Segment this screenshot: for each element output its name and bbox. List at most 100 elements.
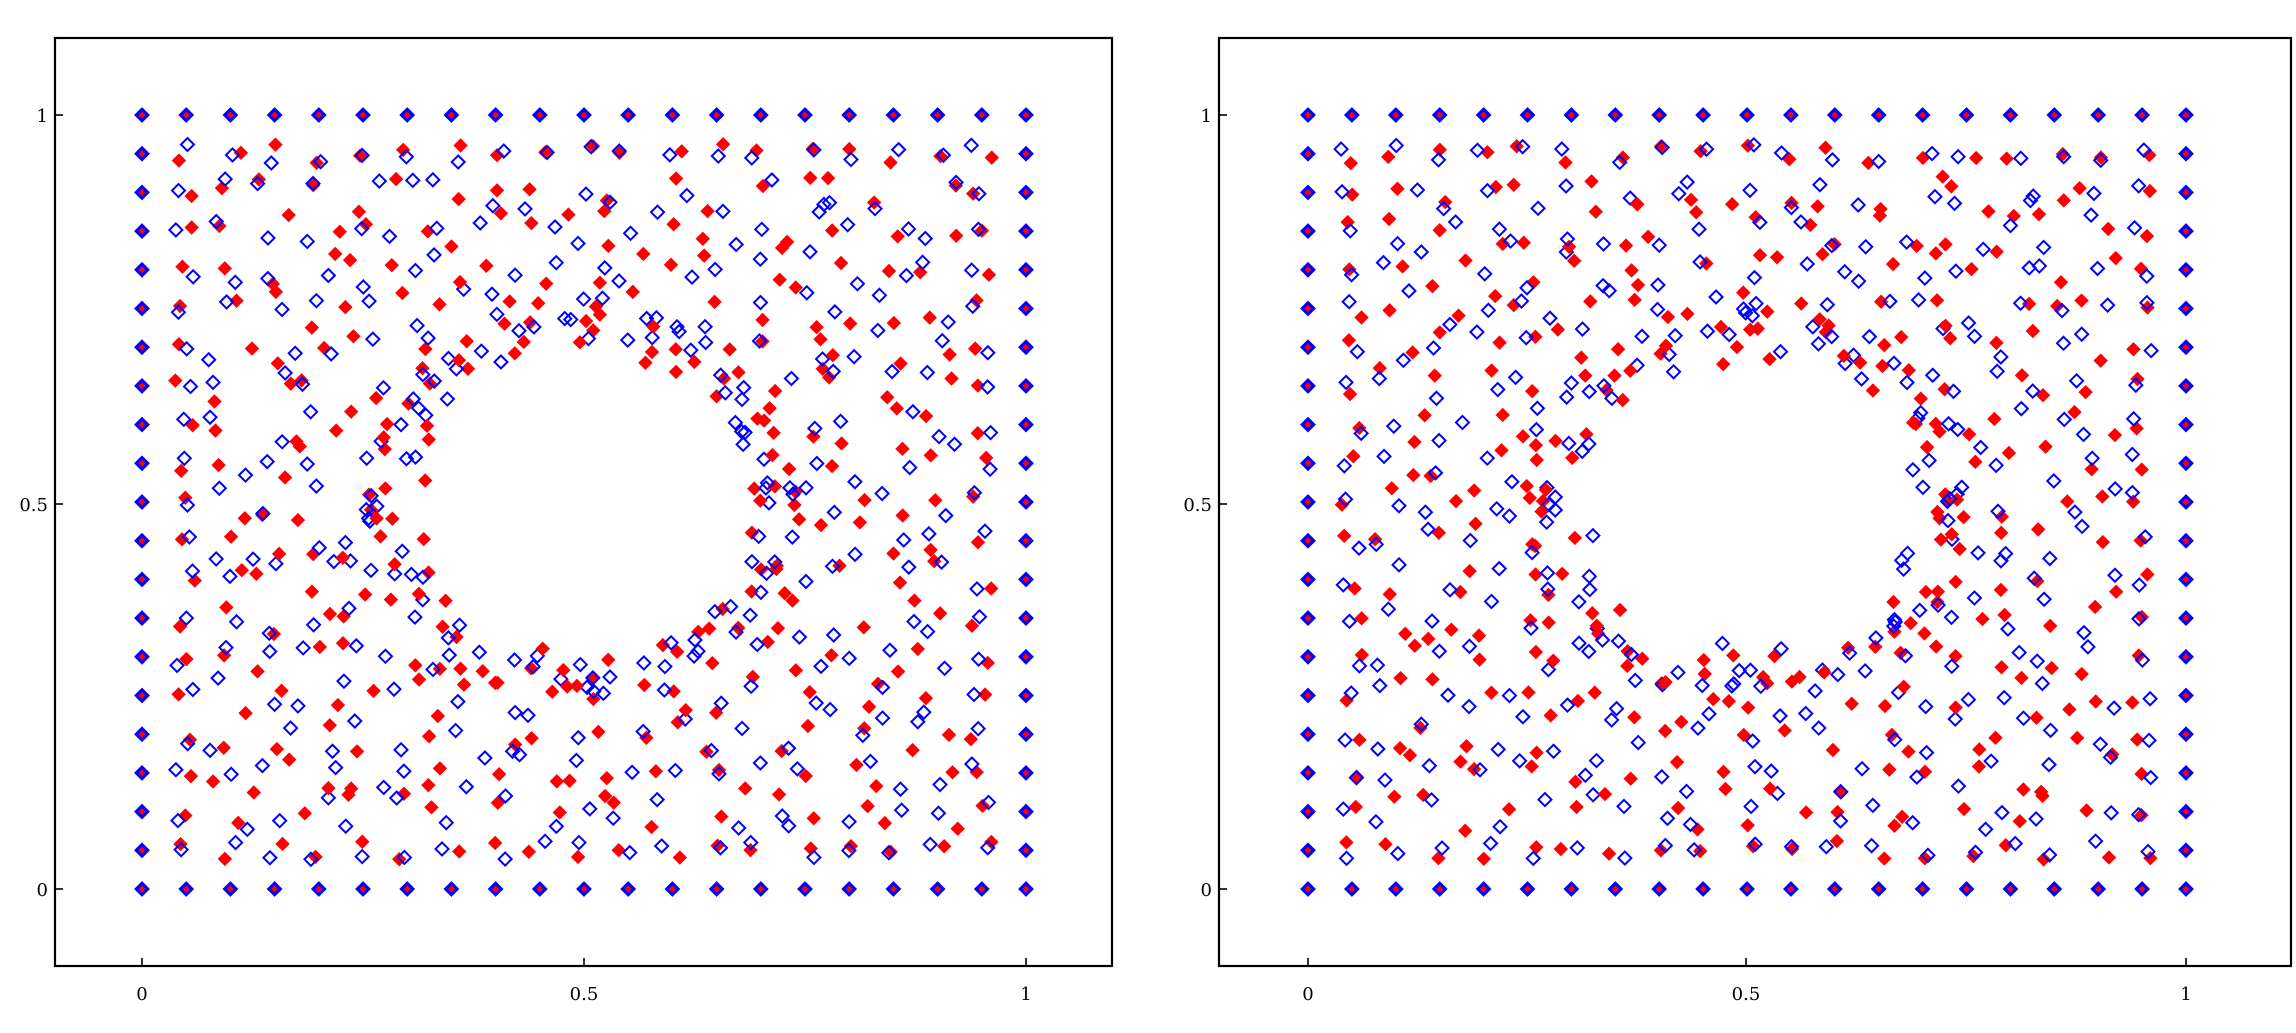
- right-filled-diamond-point: [1578, 368, 1593, 383]
- left-boundary-point-centre: [934, 111, 942, 119]
- left-filled-diamond-point: [184, 188, 199, 204]
- left-open-diamond-point: [458, 778, 475, 795]
- left-open-diamond-point: [261, 643, 278, 660]
- right-filled-diamond-point: [1903, 615, 1918, 631]
- right-boundary-point-centre: [1304, 575, 1312, 583]
- right-axis-labels: 0 0.5 1 0 0.5 1: [1183, 106, 2191, 1005]
- right-filled-diamond-point: [1865, 383, 1881, 398]
- left-boundary-point-centre: [1022, 692, 1030, 699]
- left-filled-diamond-point: [395, 285, 410, 301]
- right-filled-diamond-point: [1528, 438, 1544, 453]
- right-open-diamond-point: [1899, 374, 1915, 391]
- right-filled-diamond-point: [1971, 759, 1987, 774]
- right-filled-diamond-point: [1818, 140, 1833, 155]
- left-open-diamond-point: [734, 720, 750, 737]
- left-filled-diamond-point: [355, 834, 370, 849]
- right-filled-diamond-point: [1836, 348, 1852, 364]
- left-filled-diamond-point: [244, 341, 260, 356]
- left-open-diamond-point: [405, 391, 422, 407]
- right-filled-diamond-point: [1815, 246, 1830, 262]
- right-filled-diamond-point: [1568, 774, 1583, 790]
- left-filled-diamond-point: [174, 532, 190, 547]
- left-boundary-point-centre: [138, 382, 146, 390]
- left-open-diamond-point: [377, 648, 394, 665]
- right-open-diamond-point: [2056, 411, 2073, 428]
- left-open-diamond-point: [839, 216, 856, 233]
- left-filled-diamond-point: [984, 581, 999, 596]
- right-boundary-point-centre: [2182, 614, 2190, 622]
- left-filled-diamond-point: [556, 662, 571, 678]
- left-open-diamond-point: [621, 844, 638, 861]
- left-filled-diamond-point: [430, 708, 446, 724]
- left-open-diamond-point: [963, 756, 980, 772]
- right-filled-diamond-point: [2062, 702, 2077, 717]
- right-open-diamond-point: [1653, 768, 1670, 785]
- right-open-diamond-point: [1870, 153, 1887, 170]
- right-open-diamond-point: [1539, 581, 1556, 597]
- left-filled-diamond-point: [815, 361, 830, 377]
- right-filled-diamond-point: [2030, 522, 2046, 537]
- left-filled-diamond-point: [368, 390, 384, 406]
- right-filled-diamond-point: [1658, 338, 1674, 353]
- right-open-diamond-point: [1472, 761, 1488, 778]
- right-open-diamond-point: [1665, 363, 1682, 380]
- right-open-diamond-point: [1581, 581, 1598, 598]
- left-open-diamond-point: [682, 342, 699, 359]
- right-filled-diamond-point: [2016, 782, 2031, 797]
- right-boundary-point-centre: [2094, 885, 2102, 893]
- right-open-diamond-point: [1442, 581, 1458, 598]
- right-filled-diamond-point: [1471, 628, 1487, 643]
- left-open-diamond-point: [686, 648, 702, 665]
- right-filled-diamond-point: [1726, 648, 1741, 663]
- left-filled-diamond-point: [753, 493, 768, 508]
- left-filled-diamond-point: [275, 836, 290, 852]
- left-open-diamond-point: [287, 345, 304, 362]
- right-boundary-point-centre: [1875, 885, 1883, 893]
- left-open-diamond-point: [424, 171, 441, 188]
- left-filled-diamond-point: [936, 839, 952, 854]
- right-open-diamond-point: [1950, 148, 1967, 165]
- right-open-diamond-point: [2137, 528, 2154, 545]
- left-open-diamond-point: [707, 261, 724, 278]
- left-open-diamond-point: [320, 267, 337, 284]
- right-open-diamond-point: [2099, 297, 2116, 314]
- right-filled-diamond-point: [1492, 335, 1507, 350]
- left-filled-diamond-point: [592, 275, 608, 290]
- left-open-diamond-point: [743, 678, 760, 695]
- right-open-diamond-point: [1501, 687, 1518, 704]
- right-open-diamond-point: [1388, 137, 1405, 154]
- right-open-diamond-point: [1924, 145, 1940, 162]
- right-filled-diamond-point: [1736, 727, 1751, 743]
- left-open-diamond-point: [895, 532, 912, 548]
- right-filled-diamond-point: [1968, 454, 1983, 470]
- right-open-diamond-point: [2076, 624, 2092, 641]
- left-open-diamond-point: [396, 849, 413, 866]
- left-open-diamond-point: [173, 841, 190, 858]
- left-filled-diamond-point: [856, 620, 871, 635]
- left-filled-diamond-point: [722, 342, 737, 357]
- left-filled-diamond-point: [663, 257, 679, 272]
- right-open-diamond-point: [1380, 601, 1397, 618]
- left-filled-diamond-point: [648, 764, 664, 779]
- left-filled-diamond-point: [376, 430, 391, 445]
- right-filled-diamond-point: [1354, 310, 1369, 325]
- left-filled-diamond-point: [890, 229, 905, 244]
- left-boundary-point-centre: [1022, 614, 1030, 622]
- left-filled-diamond-point: [535, 641, 550, 656]
- left-open-diamond-point: [583, 138, 600, 155]
- left-filled-diamond-point: [572, 335, 588, 350]
- left-filled-diamond-point: [217, 851, 233, 867]
- right-filled-diamond-point: [1894, 329, 1909, 345]
- left-filled-diamond-point: [918, 690, 934, 706]
- left-boundary-point-centre: [845, 885, 853, 893]
- right-open-diamond-point: [1371, 677, 1388, 694]
- left-filled-diamond-point: [861, 699, 877, 714]
- right-filled-diamond-point: [1476, 851, 1491, 867]
- right-filled-diamond-point: [1964, 261, 1979, 277]
- left-open-diamond-point: [774, 808, 791, 824]
- right-open-diamond-point: [1841, 645, 1858, 662]
- right-filled-diamond-point: [1558, 155, 1573, 170]
- right-open-diamond-point: [1623, 646, 1640, 663]
- right-filled-diamond-point: [1610, 342, 1626, 357]
- left-open-diamond-point: [935, 147, 952, 164]
